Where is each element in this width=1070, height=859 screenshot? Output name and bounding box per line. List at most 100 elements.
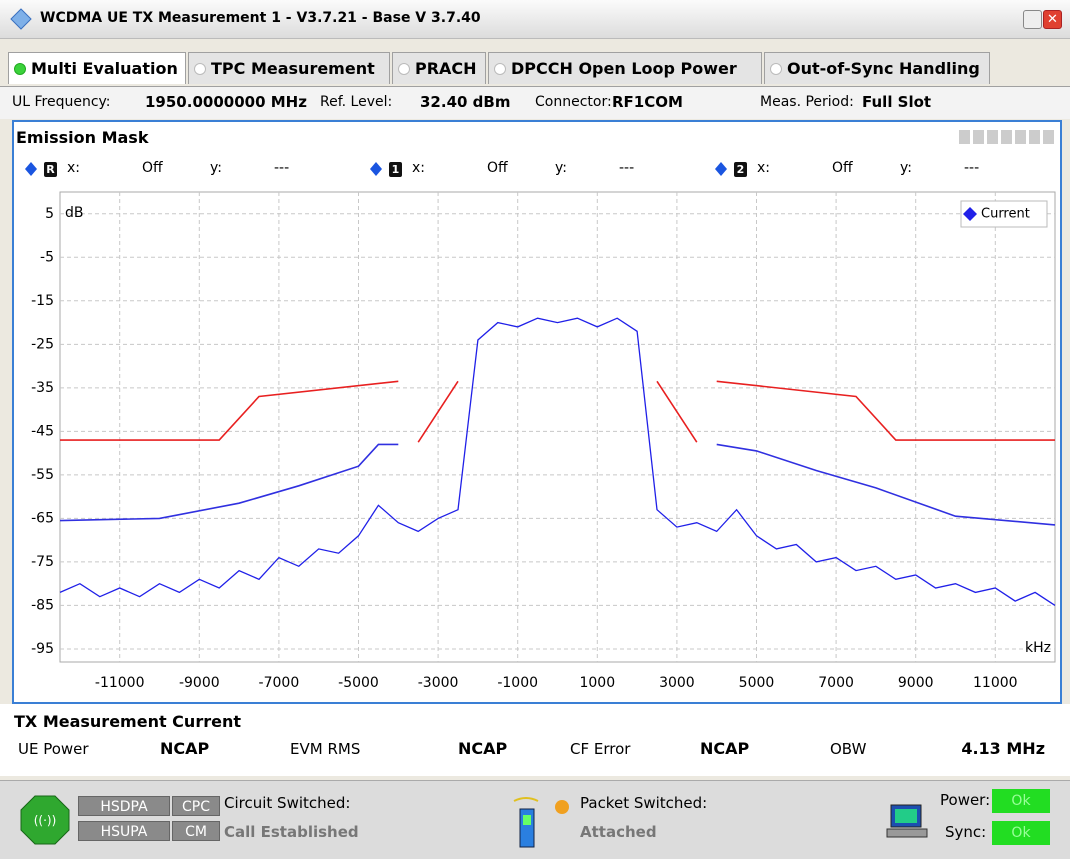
title-bar: WCDMA UE TX Measurement 1 - V3.7.21 - Ba… xyxy=(0,0,1070,39)
legend-label: Current xyxy=(981,207,1030,222)
marker-x-label: x: xyxy=(67,160,81,176)
x-tick-label: 1000 xyxy=(579,675,615,691)
y-tick-label: -85 xyxy=(31,597,54,613)
tab-label: DPCCH Open Loop Power xyxy=(511,59,737,78)
tab[interactable]: Multi Evaluation xyxy=(8,52,186,84)
marker-badge xyxy=(389,162,402,177)
result-value: NCAP xyxy=(458,739,508,758)
tab-label: TPC Measurement xyxy=(211,59,375,78)
device-icon xyxy=(886,804,928,838)
plot-area xyxy=(59,191,1056,663)
minimize-button[interactable] xyxy=(1023,10,1042,29)
marker-icon: 2 xyxy=(715,162,747,177)
x-tick-label: 11000 xyxy=(973,675,1018,691)
sync-label: Sync: xyxy=(945,823,987,841)
status-badge: CPC xyxy=(172,796,220,816)
y-tick-label: -25 xyxy=(31,336,54,352)
marker-y-label: y: xyxy=(555,160,567,176)
marker-y-value: --- xyxy=(964,160,980,176)
info-label: UL Frequency: xyxy=(12,94,111,110)
y-tick-label: -65 xyxy=(31,510,54,526)
info-label: Meas. Period: xyxy=(760,94,854,110)
marker-y-value: --- xyxy=(619,160,635,176)
status-bar: ((·)) HSDPA CPC HSUPA CM Circuit Switched: Ca… xyxy=(0,780,1070,859)
x-tick-label: 7000 xyxy=(818,675,854,691)
y-tick-label: -5 xyxy=(40,249,54,265)
close-button[interactable]: ✕ xyxy=(1043,10,1062,29)
info-value: 32.40 dBm xyxy=(420,93,511,111)
tab[interactable]: PRACH xyxy=(392,52,486,84)
result-label: EVM RMS xyxy=(290,740,361,758)
y-tick-label: 5 xyxy=(45,206,54,222)
tab-dot xyxy=(398,63,410,75)
y-tick-label: -45 xyxy=(31,423,54,439)
results-title: TX Measurement Current xyxy=(14,712,241,731)
tab[interactable]: DPCCH Open Loop Power xyxy=(488,52,762,84)
y-unit: dB xyxy=(65,205,84,221)
tab-label: Multi Evaluation xyxy=(31,59,178,78)
y-tick-label: -95 xyxy=(31,641,54,657)
circuit-state: Call Established xyxy=(224,823,359,841)
info-label: Connector: xyxy=(535,94,612,110)
info-value: 1950.0000000 MHz xyxy=(145,93,307,111)
antenna-icon: ((·)) xyxy=(20,795,70,845)
series-line xyxy=(59,317,1056,606)
marker-id: 1 xyxy=(392,163,400,176)
info-row: UL Frequency: 1950.0000000 MHz Ref. Level:… xyxy=(0,86,1070,119)
marker-y-label: y: xyxy=(900,160,912,176)
marker-x-label: x: xyxy=(757,160,771,176)
legend-swatch xyxy=(963,207,977,221)
result-value: NCAP xyxy=(700,739,750,758)
chart: 5 -5 -15 -25 -35 -45 -55 -65 -75 -85 -95 -11000 -900… xyxy=(31,191,1056,691)
packet-label: Packet Switched: xyxy=(580,794,708,812)
x-tick-label: -9000 xyxy=(179,675,220,691)
tab-label: Out-of-Sync Handling xyxy=(787,59,980,78)
window-title: WCDMA UE TX Measurement 1 - V3.7.21 - Ba… xyxy=(40,10,481,26)
marker-y-label: y: xyxy=(210,160,222,176)
marker-x-value: Off xyxy=(142,160,163,176)
y-tick-label: -35 xyxy=(31,380,54,396)
marker-x-label: x: xyxy=(412,160,426,176)
panel-indicator xyxy=(959,130,1054,144)
x-tick-label: -5000 xyxy=(338,675,379,691)
tab-label: PRACH xyxy=(415,59,477,78)
marker-diamond xyxy=(25,162,37,176)
marker-id: 2 xyxy=(737,163,745,176)
x-tick-label: -1000 xyxy=(497,675,538,691)
svg-text:((·)): ((·)) xyxy=(34,814,57,828)
marker-x-value: Off xyxy=(832,160,853,176)
packet-state: Attached xyxy=(580,823,657,841)
y-tick-label: -55 xyxy=(31,467,54,483)
x-tick-label: 9000 xyxy=(898,675,934,691)
sync-state: Ok xyxy=(992,821,1050,845)
x-tick-label: 5000 xyxy=(739,675,775,691)
marker-diamond xyxy=(370,162,382,176)
tab-dot xyxy=(494,63,506,75)
tab-dot xyxy=(770,63,782,75)
app-icon xyxy=(10,8,32,30)
status-badge: HSDPA xyxy=(78,796,170,816)
panel-title: Emission Mask xyxy=(16,128,149,147)
x-tick-label: -7000 xyxy=(259,675,300,691)
result-value: 4.13 MHz xyxy=(961,739,1045,758)
status-badge: HSUPA xyxy=(78,821,170,841)
power-label: Power: xyxy=(940,791,991,809)
y-tick-label: -75 xyxy=(31,554,54,570)
y-tick-label: -15 xyxy=(31,293,54,309)
packet-icon xyxy=(513,797,569,848)
series-line xyxy=(59,443,1056,526)
series-line xyxy=(60,380,1055,443)
tab[interactable]: Out-of-Sync Handling xyxy=(764,52,990,84)
marker-badge xyxy=(44,162,57,177)
x-tick-label: -3000 xyxy=(418,675,459,691)
x-tick-label: 3000 xyxy=(659,675,695,691)
marker-badge xyxy=(734,162,747,177)
tab-dot xyxy=(194,63,206,75)
status-badge: CM xyxy=(172,821,220,841)
tab[interactable]: TPC Measurement xyxy=(188,52,390,84)
marker-icon: 1 xyxy=(370,162,402,177)
tab-dot xyxy=(14,63,26,75)
info-label: Ref. Level: xyxy=(320,94,393,110)
marker-x-value: Off xyxy=(487,160,508,176)
